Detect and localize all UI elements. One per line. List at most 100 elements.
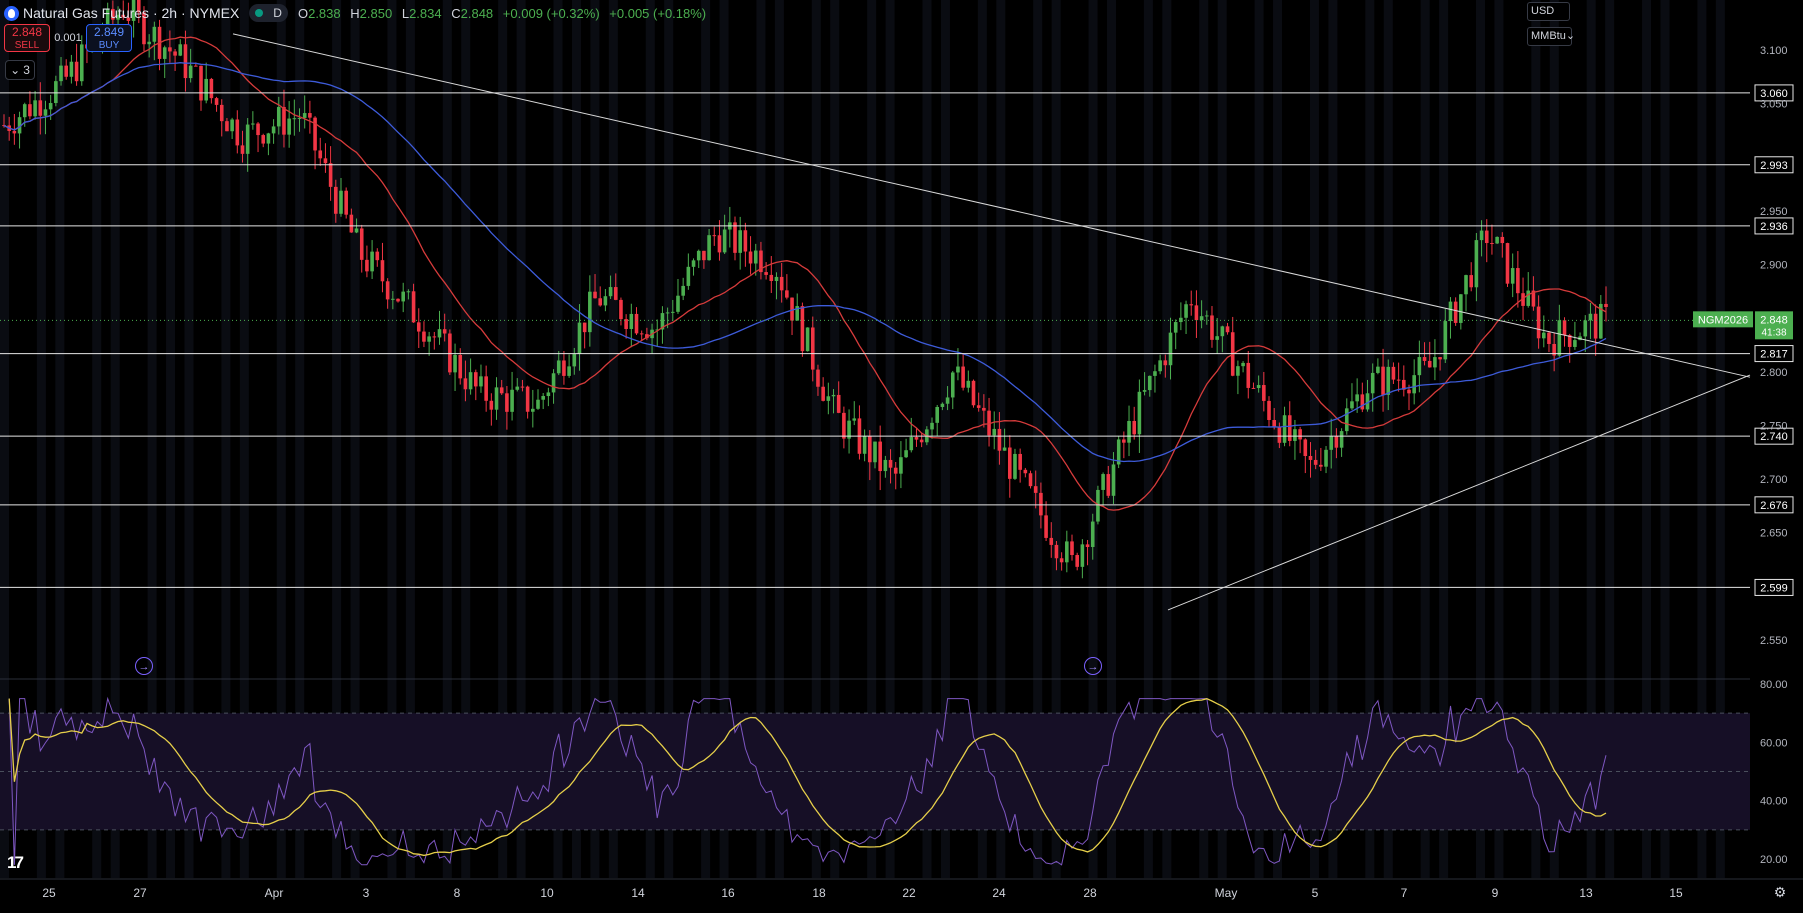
time-axis-label: 3 [363, 886, 370, 900]
chart-column-stripe [1476, 0, 1485, 878]
buy-button[interactable]: 2.849 BUY [86, 24, 132, 52]
candle-body [1246, 362, 1251, 388]
chart-column-stripe [885, 0, 895, 878]
chart-column-stripe [664, 0, 674, 878]
candle-body [1464, 275, 1468, 295]
price-axis-tick: 3.050 [1760, 99, 1788, 111]
market-status-badge[interactable]: D [249, 4, 288, 22]
symbol-title[interactable]: Natural Gas Futures · 2h · NYMEX [23, 5, 240, 21]
candle-body [1013, 453, 1017, 479]
unit-selector[interactable]: MMBtu⌄ [1527, 27, 1575, 46]
candle-body [914, 437, 919, 440]
price-level-label: 2.599 [1760, 582, 1788, 594]
time-axis-label: 24 [992, 886, 1006, 900]
time-axis-label: May [1215, 886, 1238, 900]
chart-column-stripe [1088, 0, 1098, 878]
candle-body [930, 422, 934, 430]
price-axis-tick: 2.750 [1760, 420, 1788, 432]
candle-body [121, 14, 126, 18]
chart-column-stripe [0, 0, 9, 878]
candle-body [302, 113, 307, 118]
candle-body [411, 291, 416, 323]
candle-body [1236, 366, 1240, 376]
candle-body [453, 354, 457, 373]
time-axis-label: 5 [1312, 886, 1319, 900]
candle-body [1443, 321, 1448, 360]
candle-body [1220, 326, 1225, 337]
candle-body [1256, 385, 1261, 389]
indicators-toggle-button[interactable]: ⌄ 3 [5, 60, 35, 80]
sell-button[interactable]: 2.848 SELL [4, 24, 50, 52]
candle-body [950, 372, 955, 398]
candle-body [1054, 544, 1059, 559]
symbol-logo-icon [4, 5, 19, 21]
candle-body [1396, 379, 1401, 381]
candle-body [359, 228, 364, 260]
tradingview-logo[interactable]: 17 [7, 853, 24, 872]
candle-body [582, 322, 587, 333]
candle-body [997, 428, 1002, 451]
chart-column-stripe [1254, 0, 1264, 878]
chart-column-stripe [1531, 0, 1541, 878]
candle-body [1122, 439, 1126, 443]
chart-column-stripe [92, 0, 102, 878]
candle-body [1023, 469, 1028, 474]
candle-body [1365, 393, 1370, 410]
candle-body [287, 118, 291, 135]
chart-column-stripe [350, 0, 360, 878]
candle-body [904, 450, 908, 458]
candle-body [162, 47, 167, 59]
candle-body [1241, 362, 1245, 367]
candle-body [1210, 315, 1214, 340]
candle-body [1137, 391, 1142, 435]
candle-body [79, 44, 84, 82]
time-axis-label: 25 [42, 886, 56, 900]
candle-body [562, 360, 566, 376]
candle-body [168, 47, 172, 52]
chart-column-stripe [36, 0, 46, 878]
chart-column-stripe [55, 0, 65, 878]
price-axis-tick: 2.900 [1760, 260, 1788, 272]
candle-body [69, 61, 74, 77]
candle-body [800, 306, 805, 352]
chart-column-stripe [461, 0, 471, 878]
candle-body [774, 276, 779, 281]
chart-column-stripe [516, 0, 526, 878]
gear-icon[interactable]: ⚙ [1773, 884, 1787, 900]
candle-body [235, 119, 240, 146]
candle-body [1505, 243, 1510, 284]
price-level-label: 2.993 [1760, 160, 1788, 172]
candle-body [178, 44, 183, 56]
moving-average-slow [3, 62, 1607, 463]
time-axis-label: 14 [631, 886, 645, 900]
candle-body [479, 376, 483, 387]
sell-price: 2.848 [11, 25, 43, 39]
candle-body [1215, 336, 1219, 340]
candle-body [961, 366, 965, 388]
chart-column-stripe [830, 0, 840, 878]
chart-column-stripe [184, 0, 194, 878]
candle-body [334, 186, 338, 214]
trade-panel: 2.848 SELL 0.001 2.849 BUY [4, 24, 132, 52]
candle-body [572, 353, 577, 367]
price-level-tag [1754, 345, 1794, 363]
chart-column-stripe [774, 0, 784, 878]
candle-body [1116, 439, 1121, 465]
open-value: 2.838 [308, 5, 341, 21]
candle-body [1194, 305, 1199, 321]
candle-body [344, 190, 348, 215]
event-arrow-icon[interactable]: → [135, 657, 153, 675]
candle-body [634, 313, 639, 334]
candle-body [1272, 420, 1276, 427]
candle-body [276, 107, 281, 127]
candle-body [1303, 439, 1308, 457]
event-arrow-icon[interactable]: → [1084, 657, 1102, 675]
candle-body [510, 389, 514, 412]
candle-body [1573, 340, 1577, 347]
high-value: 2.850 [359, 5, 393, 21]
currency-selector[interactable]: USD [1527, 2, 1570, 21]
candle-body [1583, 320, 1588, 337]
candle-body [396, 298, 400, 302]
